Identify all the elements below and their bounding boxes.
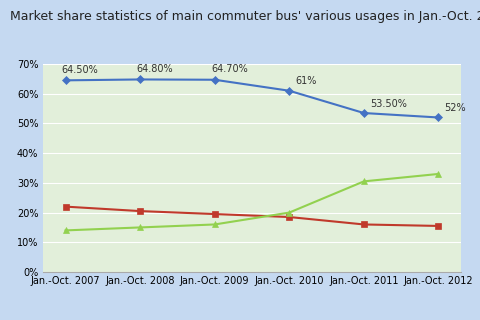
Text: 64.80%: 64.80% <box>136 64 173 74</box>
Text: 53.50%: 53.50% <box>370 99 407 108</box>
Text: 52%: 52% <box>444 103 466 113</box>
Text: Market share statistics of main commuter bus' various usages in Jan.-Oct. 2007-2: Market share statistics of main commuter… <box>10 10 480 23</box>
Text: 61%: 61% <box>295 76 317 86</box>
Text: 64.70%: 64.70% <box>211 64 248 74</box>
Text: 64.50%: 64.50% <box>62 65 98 75</box>
